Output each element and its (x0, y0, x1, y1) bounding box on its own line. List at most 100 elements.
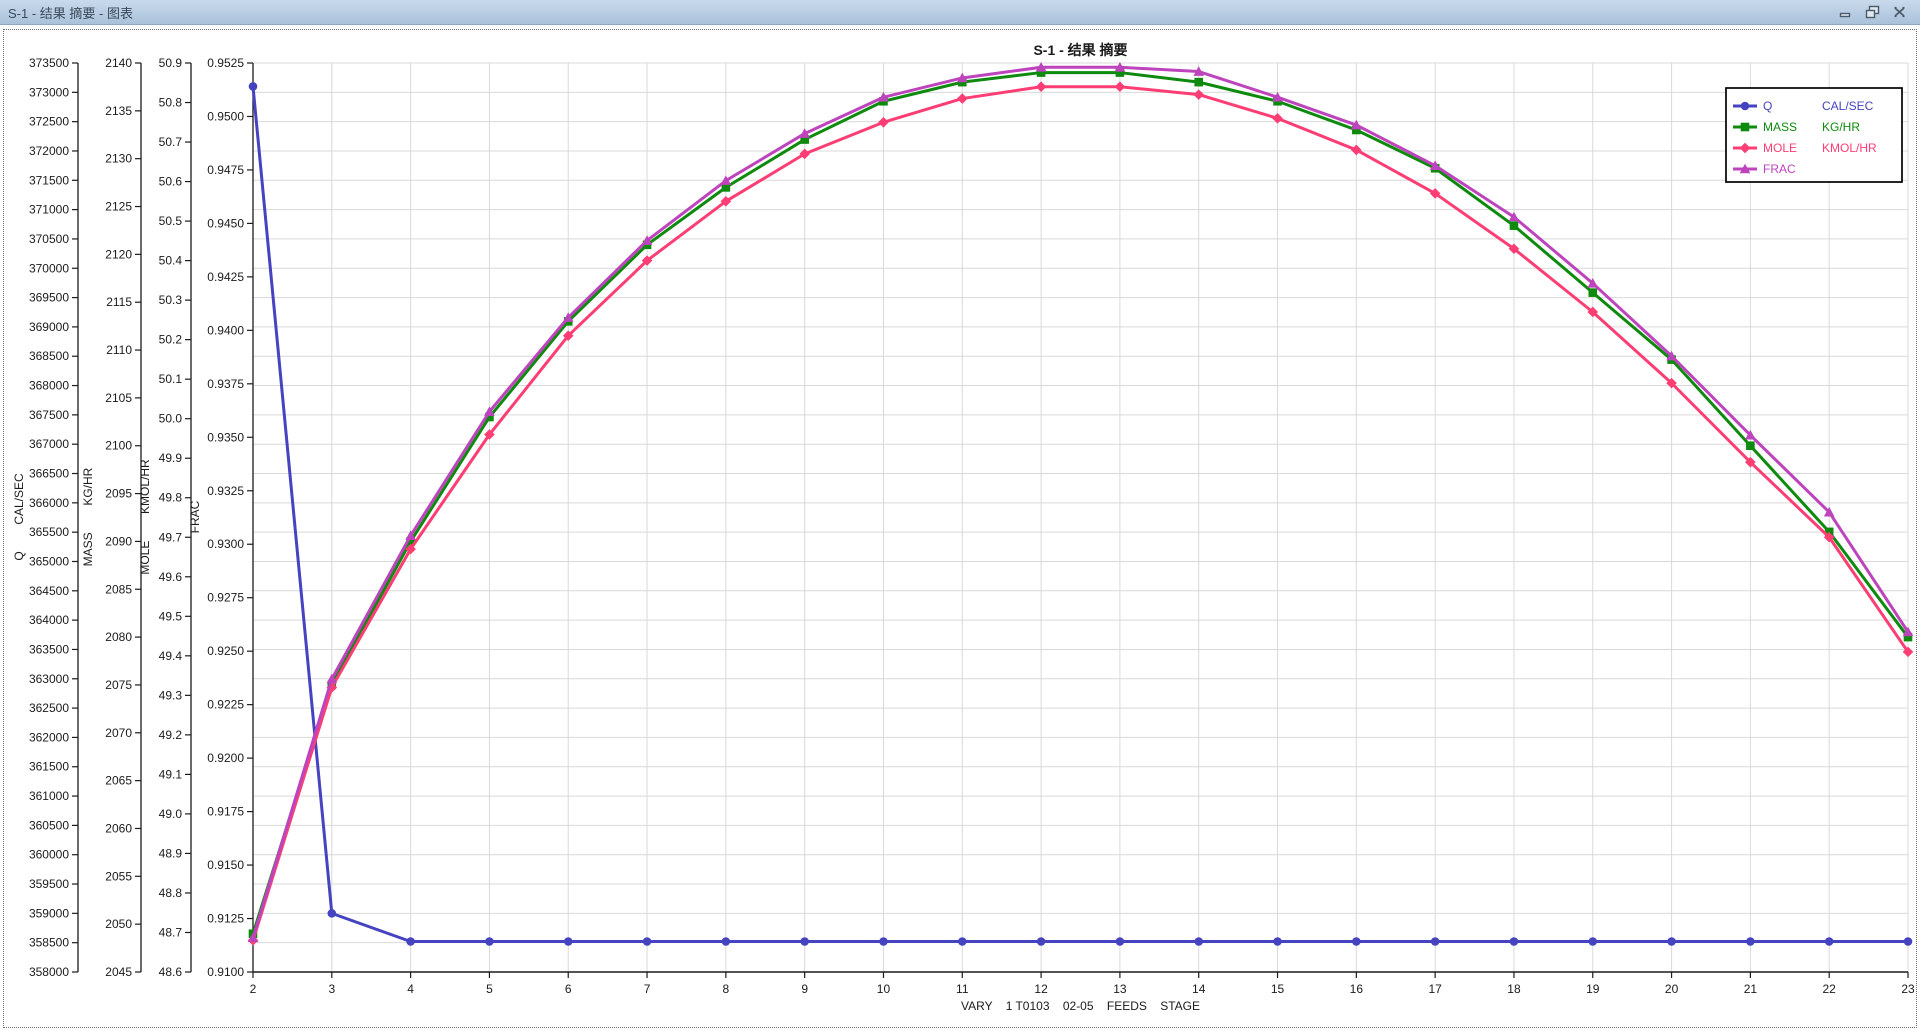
y-axis-title-mole: MOLE KMOL/HR (138, 459, 152, 575)
y-axis-title-mass: MASS KG/HR (81, 467, 95, 566)
y-tick-label: 2095 (105, 487, 132, 501)
y-tick-label: 49.4 (159, 649, 183, 663)
y-tick-label: 50.2 (159, 333, 183, 347)
y-tick-label: 0.9150 (207, 858, 244, 872)
y-tick-label: 49.5 (159, 609, 183, 623)
x-tick-label: 13 (1113, 982, 1127, 996)
y-tick-label: 363500 (29, 642, 69, 656)
y-tick-label: 365500 (29, 525, 69, 539)
y-tick-label: 0.9450 (207, 216, 244, 230)
y-tick-label: 48.6 (159, 965, 183, 979)
minimize-button[interactable] (1837, 5, 1854, 20)
close-button[interactable] (1891, 5, 1908, 20)
y-tick-label: 50.6 (159, 175, 183, 189)
y-tick-label: 358500 (29, 936, 69, 950)
y-tick-label: 369000 (29, 320, 69, 334)
legend-item-mass: MASS KG/HR (1733, 120, 1860, 134)
y-tick-label: 2140 (105, 56, 132, 70)
y-tick-label: 48.7 (159, 925, 183, 939)
legend[interactable]: Q CAL/SEC MASS KG/HR MOLE KMOL/HR FRAC (1725, 87, 1903, 183)
y-tick-label: 50.9 (159, 56, 183, 70)
y-tick-label: 360000 (29, 848, 69, 862)
y-tick-label: 2130 (105, 152, 132, 166)
y-tick-label: 362500 (29, 701, 69, 715)
y-tick-label: 367000 (29, 437, 69, 451)
y-tick-label: 50.5 (159, 214, 183, 228)
series-mole (247, 81, 1914, 946)
y-tick-label: 364000 (29, 613, 69, 627)
y-tick-label: 2125 (105, 200, 132, 214)
y-tick-label: 368500 (29, 349, 69, 363)
y-tick-label: 0.9400 (207, 323, 244, 337)
x-tick-label: 8 (723, 982, 730, 996)
y-tick-label: 48.8 (159, 886, 183, 900)
y-tick-label: 2135 (105, 104, 132, 118)
y-tick-label: 0.9300 (207, 537, 244, 551)
x-tick-label: 4 (407, 982, 414, 996)
y-tick-label: 2110 (106, 343, 132, 357)
x-tick-label: 9 (801, 982, 808, 996)
y-tick-label: 50.1 (159, 372, 183, 386)
y-tick-label: 370500 (29, 232, 69, 246)
restore-icon (1865, 5, 1880, 19)
y-tick-label: 0.9125 (207, 912, 244, 926)
y-tick-label: 372000 (29, 144, 69, 158)
y-tick-label: 361000 (29, 789, 69, 803)
y-tick-label: 2045 (105, 965, 132, 979)
x-tick-label: 19 (1586, 982, 1600, 996)
legend-unit: CAL/SEC (1822, 99, 1874, 113)
legend-unit: KMOL/HR (1822, 141, 1877, 155)
x-tick-label: 11 (956, 982, 969, 996)
y-tick-label: 49.1 (159, 767, 183, 781)
legend-label: FRAC (1763, 162, 1796, 176)
x-tick-label: 5 (486, 982, 493, 996)
series-mole-line (251, 85, 1910, 942)
series-frac (247, 61, 1914, 943)
x-tick-label: 20 (1665, 982, 1679, 996)
y-tick-label: 0.9425 (207, 270, 244, 284)
y-tick-label: 49.0 (159, 807, 183, 821)
y-tick-label: 2100 (105, 439, 132, 453)
y-axis-title-frac: FRAC (188, 500, 202, 533)
legend-item-q: Q CAL/SEC (1733, 99, 1874, 113)
legend-item-frac: FRAC (1733, 162, 1796, 176)
y-tick-label: 48.9 (159, 846, 183, 860)
y-tick-label: 0.9475 (207, 163, 244, 177)
y-tick-label: 2070 (105, 726, 132, 740)
y-tick-label: 49.3 (159, 688, 183, 702)
y-tick-label: 360500 (29, 818, 69, 832)
y-tick-label: 49.9 (159, 451, 183, 465)
y-tick-label: 0.9100 (207, 965, 244, 979)
y-tick-label: 0.9175 (207, 805, 244, 819)
y-tick-label: 0.9375 (207, 377, 244, 391)
y-tick-label: 49.7 (159, 530, 183, 544)
y-tick-label: 371000 (29, 203, 69, 217)
y-tick-label: 0.9200 (207, 751, 244, 765)
y-tick-label: 370000 (29, 261, 69, 275)
y-tick-label: 0.9500 (207, 109, 244, 123)
x-tick-label: 23 (1901, 982, 1915, 996)
y-tick-label: 2085 (105, 582, 132, 596)
y-tick-label: 50.8 (159, 96, 183, 110)
y-tick-label: 373500 (29, 56, 69, 70)
x-tick-label: 7 (644, 982, 651, 996)
y-axis-mass: 2140 2135 2130 2125 2120 2115 2110 2105 2100 2095… (81, 56, 142, 979)
y-tick-label: 50.7 (159, 135, 183, 149)
minimize-icon (1839, 12, 1851, 18)
y-tick-label: 2090 (105, 534, 132, 548)
x-tick-label: 10 (877, 982, 891, 996)
legend-label: Q (1763, 99, 1772, 113)
y-tick-label: 49.2 (159, 728, 183, 742)
restore-button[interactable] (1864, 5, 1881, 20)
x-tick-label: 16 (1350, 982, 1364, 996)
y-tick-label: 0.9325 (207, 484, 244, 498)
series-mass-line (251, 71, 1910, 936)
y-tick-label: 2055 (105, 869, 132, 883)
y-tick-label: 0.9250 (207, 644, 244, 658)
y-tick-label: 363000 (29, 672, 69, 686)
window-title: S-1 - 结果 摘要 - 图表 (8, 5, 133, 21)
legend-label: MOLE (1763, 141, 1797, 155)
legend-unit: KG/HR (1822, 120, 1860, 134)
y-tick-label: 0.9525 (207, 56, 244, 70)
